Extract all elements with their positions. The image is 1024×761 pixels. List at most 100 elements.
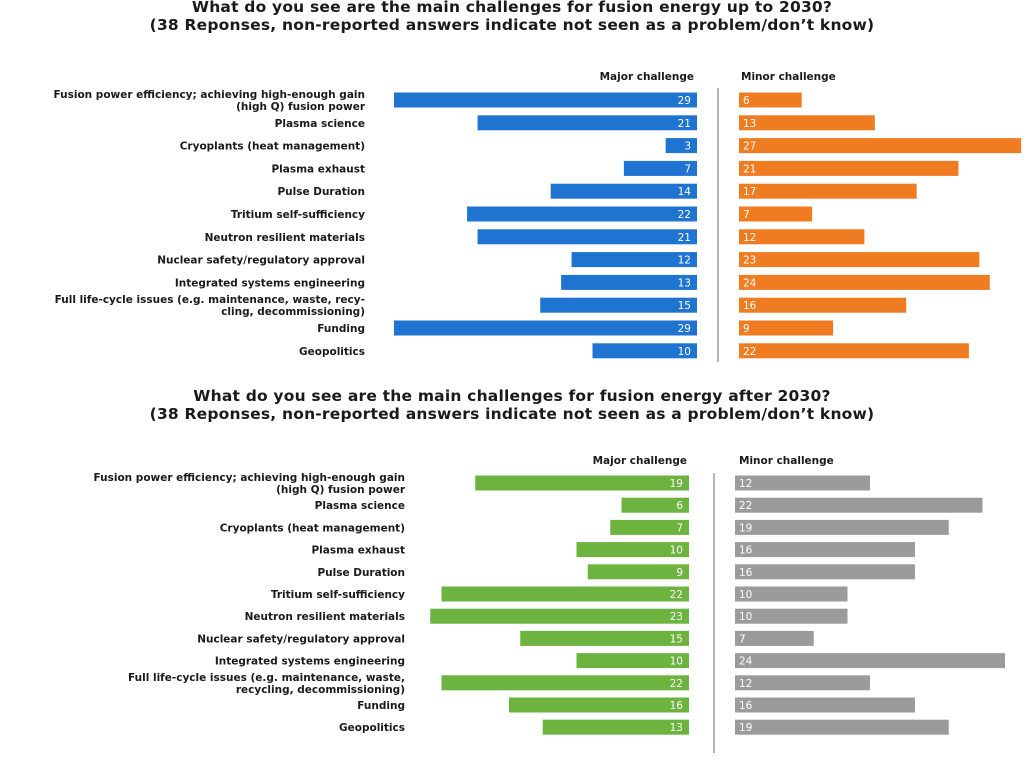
chart1-minor-value: 24 bbox=[743, 277, 757, 289]
chart1-minor-value: 23 bbox=[743, 255, 756, 267]
chart2-svg: Major challenge Minor challenge Fusion pow… bbox=[93, 455, 1005, 753]
chart1-major-bar bbox=[623, 160, 697, 176]
chart1-major-value: 10 bbox=[678, 346, 691, 358]
chart2-major-bar bbox=[621, 497, 689, 513]
chart1-major-value: 22 bbox=[678, 209, 691, 221]
chart2-major-bar bbox=[441, 675, 689, 691]
chart1-major-value: 29 bbox=[678, 323, 691, 335]
chart1-minor-value: 13 bbox=[743, 118, 756, 130]
chart2-minor-bar bbox=[735, 475, 870, 491]
chart2-legend-minor: Minor challenge bbox=[739, 455, 834, 467]
chart2-minor-bar bbox=[735, 519, 949, 535]
chart1-minor-bar bbox=[739, 274, 990, 290]
chart2-minor-value: 19 bbox=[739, 722, 752, 734]
chart1-minor-bar bbox=[739, 115, 875, 131]
chart1-major-bar bbox=[393, 92, 697, 108]
chart1-major-bar bbox=[477, 229, 697, 245]
chart2-category-label: Neutron resilient materials bbox=[245, 611, 405, 623]
chart1-minor-bar bbox=[739, 183, 917, 199]
chart1-category-label: Plasma science bbox=[275, 118, 365, 130]
chart1-subtitle: (38 Reponses, non-reported answers indic… bbox=[149, 16, 875, 34]
chart2-category-label: Cryoplants (heat management) bbox=[220, 522, 405, 534]
chart1-title-block: What do you see are the main challenges … bbox=[0, 0, 1024, 34]
chart2-minor-bar bbox=[735, 675, 870, 691]
chart2-major-bar bbox=[576, 542, 689, 558]
chart1-svg: Major challenge Minor challenge Fusion pow… bbox=[53, 71, 1022, 362]
chart2-minor-bar bbox=[735, 719, 949, 735]
chart2-category-label: Tritium self-sufficiency bbox=[271, 589, 405, 601]
chart2-minor-value: 16 bbox=[739, 545, 753, 557]
chart1-minor-bar bbox=[739, 297, 907, 313]
chart1-category-label: Plasma exhaust bbox=[271, 163, 365, 175]
chart2-major-bar bbox=[520, 630, 689, 646]
chart1-major-value: 21 bbox=[678, 232, 691, 244]
chart1-major-bar bbox=[467, 206, 697, 222]
chart1-major-value: 29 bbox=[678, 95, 691, 107]
chart1-minor-bar bbox=[739, 320, 834, 336]
chart2-major-value: 9 bbox=[676, 567, 683, 579]
chart2-category-label: Plasma exhaust bbox=[311, 545, 405, 557]
chart1-major-bar bbox=[571, 252, 697, 268]
chart1-minor-value: 12 bbox=[743, 232, 756, 244]
chart1-minor-value: 9 bbox=[743, 323, 750, 335]
chart1-category-label: Geopolitics bbox=[299, 346, 365, 358]
chart1-category-label: Integrated systems engineering bbox=[175, 277, 365, 289]
chart1-category-label: Nuclear safety/regulatory approval bbox=[157, 255, 365, 267]
chart2-subtitle: (38 Reponses, non-reported answers indic… bbox=[149, 405, 875, 423]
chart1-major-bar bbox=[665, 138, 697, 154]
chart2-minor-value: 19 bbox=[739, 522, 752, 534]
chart2-minor-value: 12 bbox=[739, 678, 752, 690]
chart2-major-value: 23 bbox=[670, 611, 683, 623]
chart2-major-value: 16 bbox=[670, 700, 684, 712]
chart1-major-value: 3 bbox=[684, 141, 691, 153]
chart1-major-bar bbox=[550, 183, 697, 199]
chart1-category-label: Funding bbox=[317, 323, 365, 335]
chart2-minor-bar bbox=[735, 653, 1005, 669]
chart1-category-label: Full life-cycle issues (e.g. maintenance… bbox=[55, 294, 365, 318]
chart1-major-bar bbox=[561, 274, 697, 290]
chart1-major-value: 13 bbox=[678, 277, 691, 289]
chart1-category-label: Fusion power efficiency; achieving high-… bbox=[53, 89, 365, 113]
chart1-title: What do you see are the main challenges … bbox=[191, 0, 833, 16]
chart2-minor-bar bbox=[735, 564, 915, 580]
chart2-category-label: Plasma science bbox=[315, 500, 405, 512]
chart1-minor-bar bbox=[739, 92, 802, 108]
chart1-major-value: 7 bbox=[684, 163, 691, 175]
chart1-category-label: Neutron resilient materials bbox=[205, 232, 365, 244]
chart2-category-label: Funding bbox=[357, 700, 405, 712]
chart2-minor-bar bbox=[735, 630, 814, 646]
chart2-minor-value: 16 bbox=[739, 700, 753, 712]
chart1-minor-bar bbox=[739, 206, 813, 222]
chart2-major-bar bbox=[441, 586, 689, 602]
chart1-minor-bar bbox=[739, 343, 969, 359]
chart1-minor-value: 17 bbox=[743, 186, 756, 198]
chart1-category-label: Pulse Duration bbox=[277, 186, 365, 198]
chart2-minor-bar bbox=[735, 697, 915, 713]
chart1-major-value: 21 bbox=[678, 118, 691, 130]
chart2-major-value: 7 bbox=[676, 522, 683, 534]
chart1-minor-value: 6 bbox=[743, 95, 750, 107]
chart2-category-label: Full life-cycle issues (e.g. maintenance… bbox=[128, 672, 405, 696]
chart2-category-label: Nuclear safety/regulatory approval bbox=[197, 633, 405, 645]
chart1-minor-bar bbox=[739, 229, 865, 245]
chart1-minor-bar bbox=[739, 138, 1022, 154]
chart1-minor-bar bbox=[739, 160, 959, 176]
chart2-major-bar bbox=[587, 564, 689, 580]
chart2-title-block: What do you see are the main challenges … bbox=[0, 387, 1024, 423]
chart2-major-value: 6 bbox=[676, 500, 683, 512]
chart2-category-label: Pulse Duration bbox=[317, 567, 405, 579]
chart2-major-value: 15 bbox=[670, 633, 683, 645]
chart2-minor-value: 22 bbox=[739, 500, 752, 512]
chart1-legend-minor: Minor challenge bbox=[741, 71, 836, 83]
chart2-minor-bar bbox=[735, 608, 848, 624]
chart1-major-bar bbox=[540, 297, 697, 313]
chart2-major-value: 10 bbox=[670, 656, 683, 668]
chart2-minor-value: 24 bbox=[739, 656, 753, 668]
chart1-category-label: Tritium self-sufficiency bbox=[231, 209, 365, 221]
chart2-minor-bar bbox=[735, 586, 848, 602]
chart2-category-label: Geopolitics bbox=[339, 722, 405, 734]
chart1-legend-major: Major challenge bbox=[600, 71, 694, 83]
chart2-major-bar bbox=[475, 475, 689, 491]
chart2-category-label: Fusion power efficiency; achieving high-… bbox=[93, 472, 405, 496]
chart2-minor-value: 10 bbox=[739, 589, 752, 601]
